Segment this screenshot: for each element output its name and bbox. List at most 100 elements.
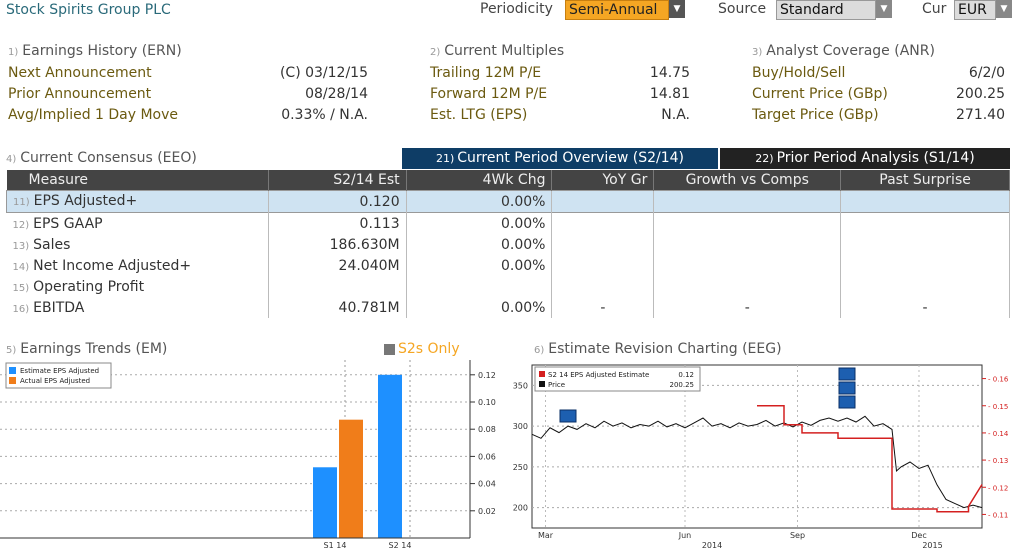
checkbox-icon	[384, 343, 395, 355]
y-tick-label: 0.10	[478, 398, 496, 407]
ltg-label: Est. LTG (EPS)	[430, 107, 528, 123]
year-label: 2015	[922, 541, 942, 550]
forward-pe-label: Forward 12M P/E	[430, 86, 548, 102]
month-label: Sep	[790, 531, 805, 540]
chevron-down-icon: ▼	[876, 0, 892, 18]
estimate-cell: 40.781M	[268, 297, 407, 318]
event-marker	[838, 395, 856, 409]
table-row[interactable]: 15) Operating Profit	[6, 276, 1010, 297]
row-number: 14)	[12, 261, 30, 273]
column-header-measure[interactable]: Measure	[6, 170, 269, 191]
next-announcement-value: (C) 03/12/15	[279, 65, 368, 81]
currency-value: EUR	[954, 0, 996, 20]
event-marker	[838, 381, 856, 395]
earnings-history-header[interactable]: 1) Earnings History (ERN)	[8, 43, 182, 59]
x-tick-label: S2 14	[389, 541, 412, 550]
yoy-cell: -	[551, 297, 655, 318]
yoy-cell	[551, 190, 655, 213]
chevron-down-icon: ▼	[996, 0, 1012, 18]
current-multiples-header[interactable]: 2) Current Multiples	[430, 43, 564, 59]
target-price-value: 271.40	[956, 107, 1005, 123]
prior-announcement-value: 08/28/14	[305, 86, 368, 102]
left-tick-label: 300	[513, 422, 528, 431]
currency-select[interactable]: EUR ▼	[954, 0, 1012, 20]
table-row[interactable]: 16) EBITDA 40.781M 0.00% - - -	[6, 297, 1010, 318]
right-tick-label: - 0.11	[988, 511, 1008, 519]
ltg-value: N.A.	[661, 107, 690, 123]
analyst-coverage-header[interactable]: 3) Analyst Coverage (ANR)	[752, 43, 935, 59]
tab-label: Current Period Overview (S2/14)	[457, 150, 685, 166]
consensus-header[interactable]: 4) Current Consensus (EEO)	[6, 150, 197, 166]
chg-cell: 0.00%	[406, 297, 553, 318]
measure-name: Net Income Adjusted+	[33, 257, 192, 274]
row-number: 15)	[12, 282, 30, 294]
column-header-past-surprise[interactable]: Past Surprise	[840, 170, 1010, 191]
surprise-cell	[840, 255, 1010, 276]
toggle-label: S2s Only	[398, 341, 460, 357]
estimate-revision-chart: 200 250 300 350 - 0.11 - 0.12 - 0.13 - 0.14 - 0.…	[513, 364, 1009, 550]
implied-move-label: Avg/Implied 1 Day Move	[8, 107, 179, 123]
periodicity-select[interactable]: Semi-Annual ▼	[565, 0, 685, 20]
chg-cell: 0.00%	[406, 255, 553, 276]
estimate-cell: 24.040M	[268, 255, 407, 276]
legend-box	[5, 362, 112, 389]
table-header-row: Measure S2/14 Est 4Wk Chg YoY Gr Growth …	[6, 170, 1010, 191]
column-header-yoy[interactable]: YoY Gr	[551, 170, 655, 191]
estimate-cell: 0.120	[268, 190, 407, 213]
section-number: 5)	[6, 345, 17, 356]
earnings-trends-header[interactable]: 5) Earnings Trends (EM)	[6, 341, 167, 357]
surprise-cell	[840, 234, 1010, 255]
left-tick-label: 350	[513, 381, 528, 390]
s2s-only-toggle[interactable]: S2s Only	[384, 341, 460, 357]
comps-cell	[653, 255, 842, 276]
section-number: 1)	[8, 47, 19, 58]
month-label: Mar	[538, 531, 554, 540]
legend-box	[534, 366, 701, 392]
estimate-cell: 0.113	[268, 212, 407, 234]
measure-cell: 16) EBITDA	[6, 297, 269, 318]
forward-pe-value: 14.81	[649, 86, 690, 102]
source-select[interactable]: Standard ▼	[776, 0, 892, 20]
yoy-cell	[551, 255, 655, 276]
legend-label: S2 14 EPS Adjusted Estimate	[548, 371, 649, 379]
table-row[interactable]: 12) EPS GAAP 0.113 0.00%	[6, 212, 1010, 234]
measure-cell: 14) Net Income Adjusted+	[6, 255, 269, 276]
column-header-estimate[interactable]: S2/14 Est	[268, 170, 407, 191]
table-row[interactable]: 11) EPS Adjusted+ 0.120 0.00%	[6, 190, 1010, 213]
measure-cell: 11) EPS Adjusted+	[6, 190, 269, 213]
event-marker	[838, 367, 856, 381]
event-marker	[559, 409, 577, 423]
right-tick-label: - 0.12	[988, 484, 1008, 492]
column-header-4wk-chg[interactable]: 4Wk Chg	[406, 170, 553, 191]
tab-current-period[interactable]: 21) Current Period Overview (S2/14)	[402, 148, 718, 169]
measure-cell: 12) EPS GAAP	[6, 212, 269, 234]
measure-name: EPS Adjusted+	[33, 192, 138, 209]
tab-prior-period[interactable]: 22) Prior Period Analysis (S1/14)	[720, 148, 1010, 169]
table-row[interactable]: 14) Net Income Adjusted+ 24.040M 0.00%	[6, 255, 1010, 276]
right-tick-label: - 0.16	[988, 376, 1009, 384]
table-row[interactable]: 13) Sales 186.630M 0.00%	[6, 234, 1010, 255]
plot-frame	[531, 364, 983, 529]
chevron-down-icon: ▼	[669, 0, 685, 18]
legend-swatch	[9, 377, 16, 384]
column-header-growth-comps[interactable]: Growth vs Comps	[653, 170, 842, 191]
trailing-pe-label: Trailing 12M P/E	[430, 65, 542, 81]
yoy-cell	[551, 276, 655, 297]
estimate-cell: 186.630M	[268, 234, 407, 255]
y-tick-label: 0.06	[478, 452, 496, 461]
y-tick-label: 0.12	[478, 371, 496, 380]
year-label: 2014	[702, 541, 722, 550]
tab-number: 22)	[755, 152, 774, 165]
row-number: 11)	[13, 196, 30, 208]
measure-name: Operating Profit	[33, 278, 145, 295]
measure-name: Sales	[33, 236, 71, 253]
next-announcement-label: Next Announcement	[8, 65, 152, 81]
section-title: Current Multiples	[444, 43, 565, 59]
source-label: Source	[718, 1, 767, 17]
earnings-trends-chart: 0.02 0.04 0.06 0.08 0.10 0.12 S1 14 S2 14 Estima…	[0, 360, 496, 550]
comps-cell: -	[653, 297, 842, 318]
estimate-revision-header[interactable]: 6) Estimate Revision Charting (EEG)	[534, 341, 782, 357]
measure-name: EBITDA	[33, 299, 85, 316]
y-tick-label: 0.02	[478, 507, 496, 516]
buy-hold-sell-label: Buy/Hold/Sell	[752, 65, 846, 81]
